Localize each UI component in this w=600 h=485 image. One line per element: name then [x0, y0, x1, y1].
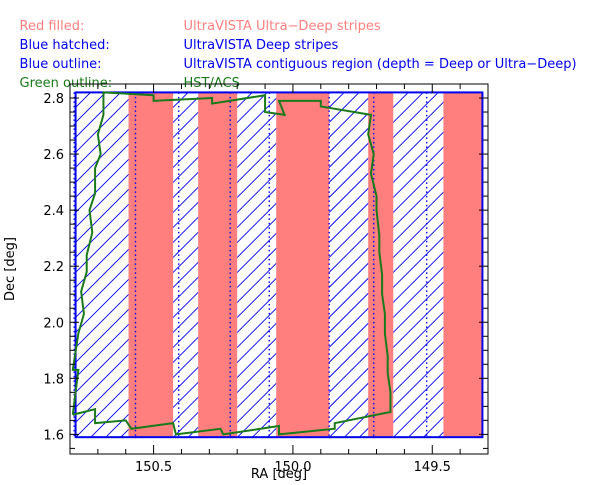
hatch-line — [237, 367, 277, 409]
hatch-line — [408, 401, 444, 438]
hatch-line — [75, 143, 129, 199]
hatch-line — [393, 116, 444, 169]
hatch-line — [75, 248, 129, 304]
x-axis-title: RA [deg] — [251, 467, 307, 482]
x-tick-label: 150.0 — [274, 460, 311, 475]
hatch-line — [237, 142, 277, 184]
hatch-line — [75, 233, 129, 289]
hatch-line — [173, 111, 199, 139]
hatch-line — [329, 232, 369, 274]
deep-stripe — [75, 92, 129, 438]
hatch-line — [237, 262, 277, 304]
hatch-line — [329, 352, 369, 394]
hatch-line — [393, 221, 444, 274]
hatch-line — [75, 353, 129, 409]
x-tick-label: 150.5 — [135, 460, 172, 475]
acs-outline — [71, 91, 392, 436]
hatch-line — [393, 386, 444, 438]
y-tick-label: 2.8 — [43, 92, 64, 107]
hatch-line — [329, 367, 369, 409]
hatch-line — [173, 261, 199, 289]
hatch-line — [393, 371, 444, 424]
hatch-line — [393, 146, 444, 199]
legend-label: Blue hatched: — [19, 38, 110, 53]
plot-frame — [69, 83, 489, 455]
hatch-line — [75, 263, 129, 319]
y-tick-label: 1.8 — [43, 372, 64, 387]
hatch-line — [329, 142, 369, 184]
contiguous-region-outline — [74, 91, 484, 439]
hatch-line — [329, 127, 369, 169]
hatch-line — [393, 356, 444, 409]
legend-label: Red filled: — [19, 19, 85, 34]
hatch-line — [237, 382, 277, 424]
y-tick-label: 2.4 — [43, 204, 64, 219]
legend-entry-contiguous: Blue outline: UltraVISTA contiguous regio… — [3, 41, 577, 89]
hatch-line — [237, 247, 277, 289]
deep-stripe — [173, 92, 199, 438]
axes: 150.5 150.0 149.5 1.6 1.8 2.0 2.2 2.4 2.6 2.8 — [43, 83, 489, 475]
legend-text: UltraVISTA Deep stripes — [183, 38, 339, 53]
legend-entry-deep: Blue hatched: UltraVISTA Deep stripes — [3, 22, 339, 70]
ultradeep-stripe — [276, 92, 330, 438]
deep-stripe — [393, 92, 444, 438]
hatch-line — [374, 92, 600, 437]
hatch-line — [237, 112, 277, 154]
hatch-line — [329, 247, 369, 289]
ultradeep-stripe — [198, 92, 238, 438]
ultradeep-stripe — [443, 92, 483, 438]
hatch-line — [75, 98, 129, 154]
legend-label: Blue outline: — [19, 57, 102, 72]
y-axis-title: Dec [deg] — [3, 237, 18, 301]
hatch-line — [173, 366, 199, 394]
hatch-line — [393, 131, 444, 184]
hatch-line — [329, 262, 369, 304]
hatch-line — [173, 306, 199, 334]
hatch-line — [75, 128, 129, 184]
hatch-line — [393, 101, 444, 154]
hatch-line — [393, 236, 444, 289]
hatch-line — [173, 246, 199, 274]
y-tick-label: 2.6 — [43, 148, 64, 163]
hatch-line — [75, 218, 129, 274]
deep-stripe — [237, 92, 600, 438]
legend-text: UltraVISTA contiguous region (depth = De… — [183, 57, 577, 72]
x-tick-label: 149.5 — [414, 460, 451, 475]
hatch-line — [75, 113, 129, 169]
hatch-line — [75, 338, 129, 394]
hatch-line — [237, 352, 277, 394]
hatch-line — [329, 112, 369, 154]
deep-stripe — [329, 92, 600, 438]
hatch-line — [393, 341, 444, 394]
hatch-line — [237, 232, 277, 274]
legend-entry-acs: Green outline: HST/ACS — [3, 60, 240, 108]
hatch-line — [173, 126, 199, 154]
hatch-line — [393, 251, 444, 304]
legend-entry-ultradeep: Red filled: UltraVISTA Ultra−Deep stripes — [3, 3, 381, 51]
hatch-line — [173, 141, 199, 169]
y-tick-label: 2.2 — [43, 260, 64, 275]
hatch-line — [237, 127, 277, 169]
hatch-line — [75, 368, 129, 424]
hatch-line — [282, 92, 600, 437]
plot-area — [71, 91, 600, 439]
legend-text: UltraVISTA Ultra−Deep stripes — [183, 19, 381, 34]
y-tick-label: 2.0 — [43, 316, 64, 331]
y-tick-label: 1.6 — [43, 428, 64, 443]
